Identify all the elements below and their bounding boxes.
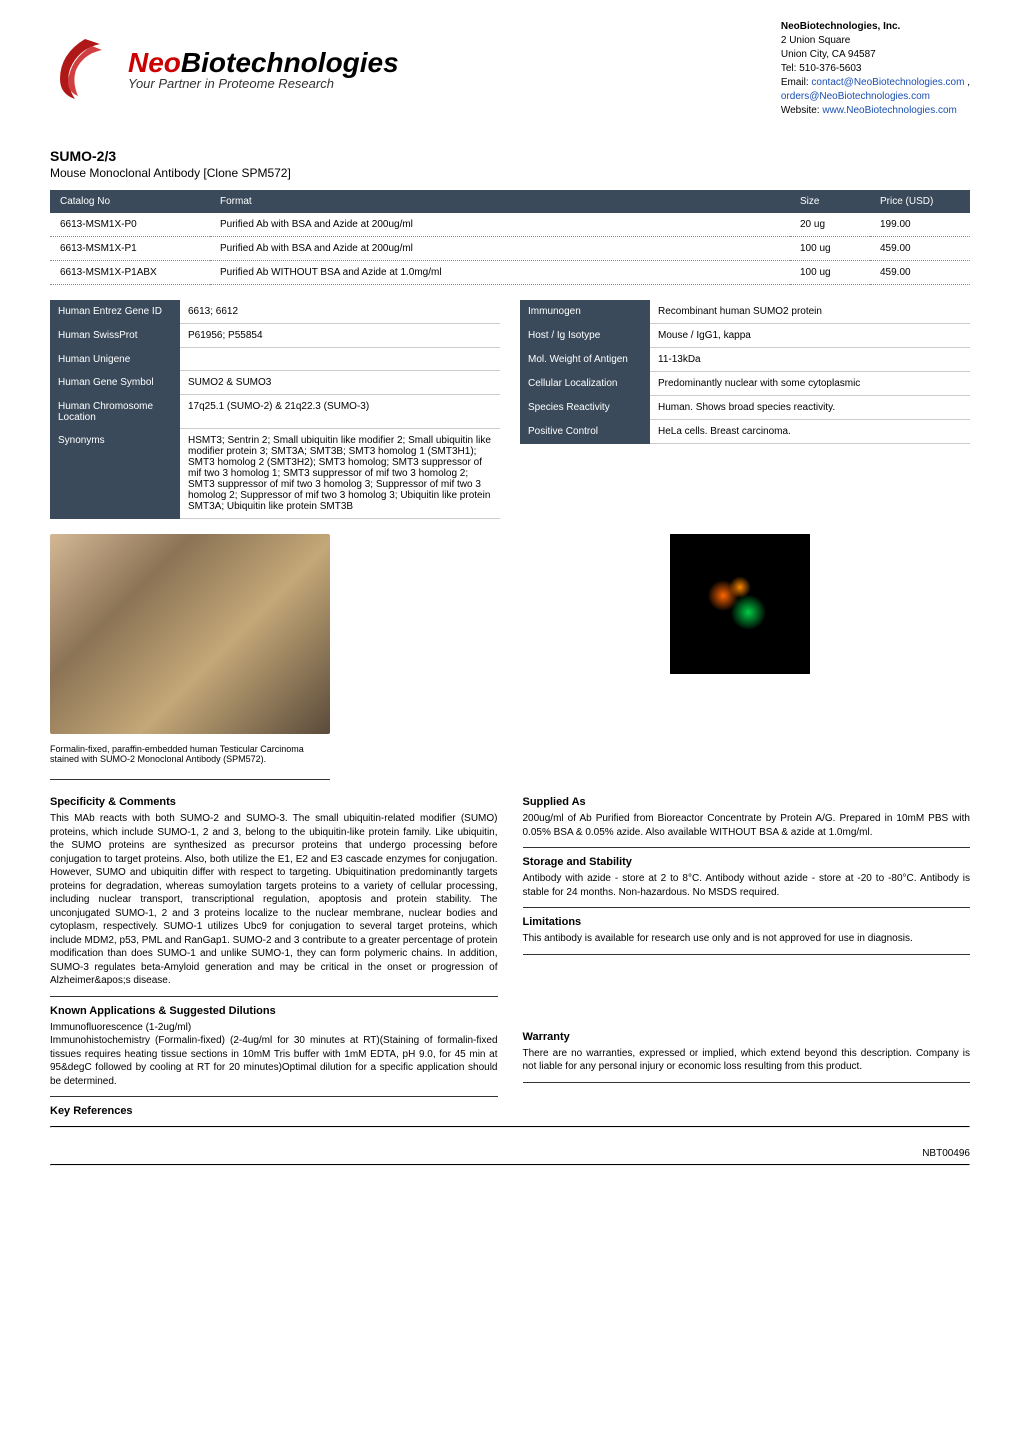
- info-value: Human. Shows broad species reactivity.: [650, 396, 970, 420]
- catalog-header: Format: [210, 190, 790, 213]
- info-row: Mol. Weight of Antigen11-13kDa: [520, 348, 970, 372]
- storage-text: Antibody with azide - store at 2 to 8°C.…: [523, 872, 971, 899]
- info-value: Recombinant human SUMO2 protein: [650, 300, 970, 324]
- left-info-table: Human Entrez Gene ID6613; 6612Human Swis…: [50, 300, 500, 519]
- catalog-cell: 100 ug: [790, 261, 870, 285]
- warranty-title: Warranty: [523, 1031, 971, 1043]
- catalog-cell: 6613-MSM1X-P1: [50, 237, 210, 261]
- company-addr2: Union City, CA 94587: [781, 48, 970, 62]
- info-row: Positive ControlHeLa cells. Breast carci…: [520, 420, 970, 444]
- info-value: 11-13kDa: [650, 348, 970, 372]
- web-label: Website:: [781, 105, 823, 116]
- supplied-text: 200ug/ml of Ab Purified from Bioreactor …: [523, 812, 971, 839]
- logo-neo: Neo: [128, 47, 181, 78]
- page-header: NeoBiotechnologies Your Partner in Prote…: [50, 20, 970, 118]
- apps-title: Known Applications & Suggested Dilutions: [50, 1005, 498, 1017]
- warranty-text: There are no warranties, expressed or im…: [523, 1047, 971, 1074]
- product-name: SUMO-2/3: [50, 148, 970, 164]
- info-label: Host / Ig Isotype: [520, 324, 650, 348]
- info-label: Human Chromosome Location: [50, 395, 180, 429]
- info-label: Species Reactivity: [520, 396, 650, 420]
- info-row: Host / Ig IsotypeMouse / IgG1, kappa: [520, 324, 970, 348]
- catalog-header: Price (USD): [870, 190, 970, 213]
- catalog-row: 6613-MSM1X-P1ABXPurified Ab WITHOUT BSA …: [50, 261, 970, 285]
- catalog-cell: 459.00: [870, 261, 970, 285]
- fluorescence-image: [670, 534, 810, 674]
- info-label: Mol. Weight of Antigen: [520, 348, 650, 372]
- info-label: Human SwissProt: [50, 324, 180, 348]
- info-row: Human Gene SymbolSUMO2 & SUMO3: [50, 371, 500, 395]
- logo-bio: Biotechnologies: [181, 47, 399, 78]
- limit-title: Limitations: [523, 916, 971, 928]
- catalog-row: 6613-MSM1X-P0Purified Ab with BSA and Az…: [50, 213, 970, 237]
- info-label: Human Unigene: [50, 348, 180, 371]
- footer-code: NBT00496: [50, 1148, 970, 1159]
- catalog-cell: Purified Ab WITHOUT BSA and Azide at 1.0…: [210, 261, 790, 285]
- info-row: Species ReactivityHuman. Shows broad spe…: [520, 396, 970, 420]
- company-tel: Tel: 510-376-5603: [781, 62, 970, 76]
- catalog-cell: 6613-MSM1X-P1ABX: [50, 261, 210, 285]
- specificity-text: This MAb reacts with both SUMO-2 and SUM…: [50, 812, 498, 988]
- info-label: Immunogen: [520, 300, 650, 324]
- info-label: Human Entrez Gene ID: [50, 300, 180, 324]
- limit-text: This antibody is available for research …: [523, 932, 971, 946]
- storage-title: Storage and Stability: [523, 856, 971, 868]
- catalog-table: Catalog NoFormatSizePrice (USD) 6613-MSM…: [50, 190, 970, 285]
- catalog-cell: Purified Ab with BSA and Azide at 200ug/…: [210, 237, 790, 261]
- catalog-cell: 459.00: [870, 237, 970, 261]
- catalog-cell: 100 ug: [790, 237, 870, 261]
- keyref-title: Key References: [50, 1105, 498, 1117]
- catalog-row: 6613-MSM1X-P1Purified Ab with BSA and Az…: [50, 237, 970, 261]
- catalog-header: Catalog No: [50, 190, 210, 213]
- info-row: ImmunogenRecombinant human SUMO2 protein: [520, 300, 970, 324]
- logo-tagline: Your Partner in Proteome Research: [128, 77, 399, 90]
- catalog-header: Size: [790, 190, 870, 213]
- info-label: Positive Control: [520, 420, 650, 444]
- info-row: Human Entrez Gene ID6613; 6612: [50, 300, 500, 324]
- image-caption: Formalin-fixed, paraffin-embedded human …: [50, 744, 330, 764]
- email2-link[interactable]: orders@NeoBiotechnologies.com: [781, 91, 930, 102]
- company-logo: NeoBiotechnologies Your Partner in Prote…: [50, 20, 399, 118]
- catalog-cell: Purified Ab with BSA and Azide at 200ug/…: [210, 213, 790, 237]
- info-value: 6613; 6612: [180, 300, 500, 324]
- catalog-cell: 199.00: [870, 213, 970, 237]
- catalog-cell: 6613-MSM1X-P0: [50, 213, 210, 237]
- email-label: Email:: [781, 77, 812, 88]
- info-row: Human Chromosome Location17q25.1 (SUMO-2…: [50, 395, 500, 429]
- logo-swoosh-icon: [50, 34, 120, 104]
- catalog-cell: 20 ug: [790, 213, 870, 237]
- supplied-title: Supplied As: [523, 796, 971, 808]
- info-row: Human Unigene: [50, 348, 500, 371]
- company-name: NeoBiotechnologies, Inc.: [781, 20, 970, 34]
- product-subtitle: Mouse Monoclonal Antibody [Clone SPM572]: [50, 166, 970, 180]
- info-value: SUMO2 & SUMO3: [180, 371, 500, 395]
- info-value: P61956; P55854: [180, 324, 500, 348]
- specificity-title: Specificity & Comments: [50, 796, 498, 808]
- info-value: HSMT3; Sentrin 2; Small ubiquitin like m…: [180, 429, 500, 519]
- info-row: Cellular LocalizationPredominantly nucle…: [520, 372, 970, 396]
- right-info-table: ImmunogenRecombinant human SUMO2 protein…: [520, 300, 970, 444]
- info-label: Human Gene Symbol: [50, 371, 180, 395]
- info-row: SynonymsHSMT3; Sentrin 2; Small ubiquiti…: [50, 429, 500, 519]
- info-row: Human SwissProtP61956; P55854: [50, 324, 500, 348]
- info-value: Predominantly nuclear with some cytoplas…: [650, 372, 970, 396]
- apps-text: Immunofluorescence (1-2ug/ml) Immunohist…: [50, 1021, 498, 1089]
- info-value: Mouse / IgG1, kappa: [650, 324, 970, 348]
- company-info: NeoBiotechnologies, Inc. 2 Union Square …: [781, 20, 970, 118]
- info-value: HeLa cells. Breast carcinoma.: [650, 420, 970, 444]
- website-link[interactable]: www.NeoBiotechnologies.com: [822, 105, 957, 116]
- info-label: Cellular Localization: [520, 372, 650, 396]
- info-label: Synonyms: [50, 429, 180, 519]
- info-value: [180, 348, 500, 371]
- info-value: 17q25.1 (SUMO-2) & 21q22.3 (SUMO-3): [180, 395, 500, 429]
- tissue-image: [50, 534, 330, 734]
- company-addr1: 2 Union Square: [781, 34, 970, 48]
- email1-link[interactable]: contact@NeoBiotechnologies.com: [811, 77, 964, 88]
